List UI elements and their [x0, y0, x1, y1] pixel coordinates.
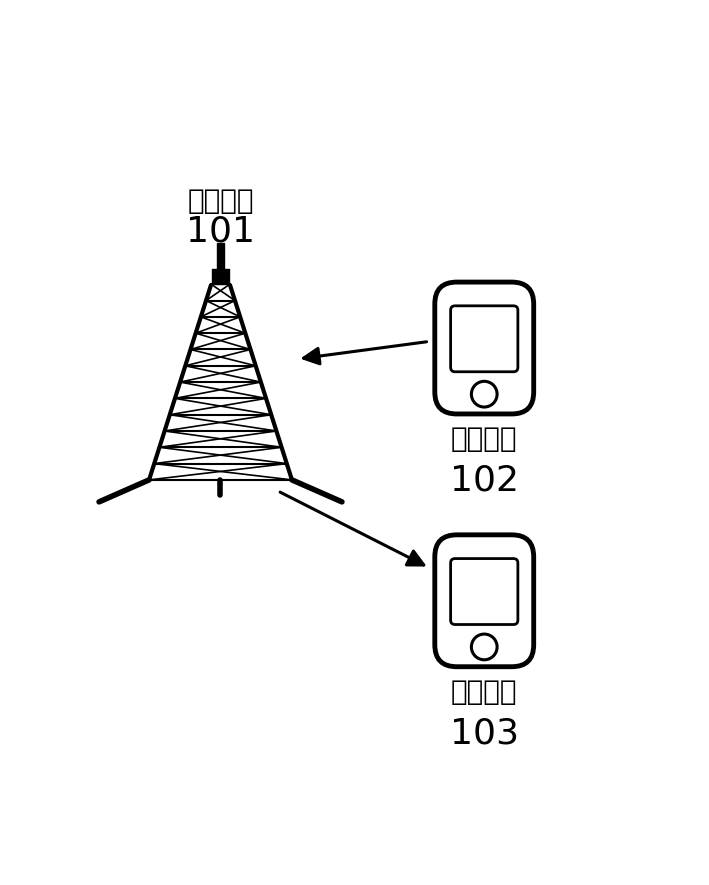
Text: 终端设备: 终端设备	[451, 678, 518, 705]
Text: 101: 101	[186, 214, 255, 248]
Text: 终端设备: 终端设备	[451, 425, 518, 453]
FancyBboxPatch shape	[435, 535, 534, 666]
Text: 103: 103	[450, 716, 519, 750]
FancyArrowPatch shape	[303, 342, 427, 364]
FancyBboxPatch shape	[435, 282, 534, 414]
FancyBboxPatch shape	[451, 306, 518, 372]
FancyBboxPatch shape	[451, 558, 518, 625]
FancyArrowPatch shape	[280, 492, 424, 565]
Text: 102: 102	[450, 464, 519, 497]
Text: 网络设备: 网络设备	[187, 187, 254, 215]
